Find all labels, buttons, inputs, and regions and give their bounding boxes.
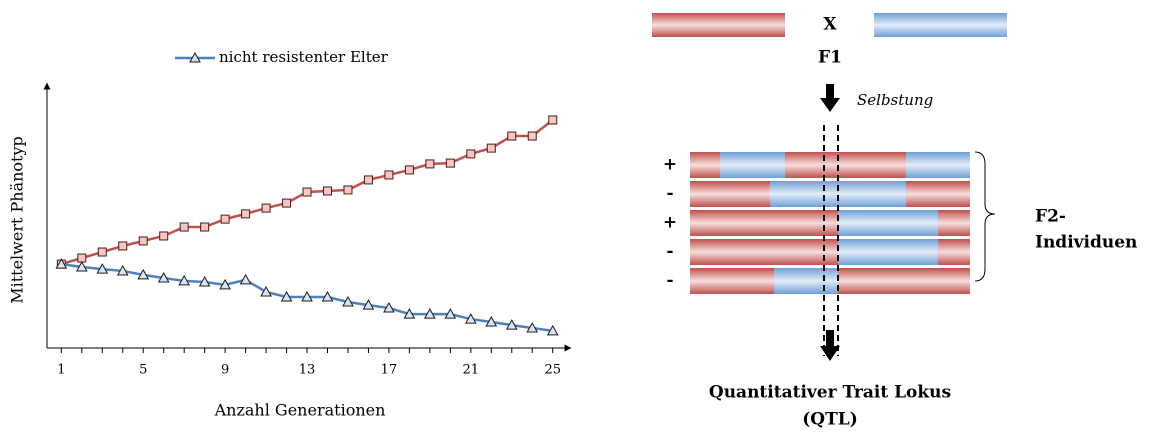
marker: [241, 209, 251, 219]
chromosome-segment: [774, 268, 838, 294]
chromosome-segment: [785, 152, 906, 178]
result: (QTL): [802, 410, 858, 430]
marker: [302, 187, 312, 197]
chromosome-segment: [690, 181, 770, 207]
marker: [527, 131, 537, 141]
chromosome-segment: [838, 268, 970, 294]
marker: [96, 263, 109, 274]
marker: [138, 236, 148, 246]
chromosome-segment: [690, 268, 774, 294]
x-tick-label: 17: [381, 363, 398, 378]
marker: [384, 170, 394, 180]
legend-marker: [189, 51, 201, 63]
marker: [200, 222, 210, 232]
marker: [75, 260, 88, 272]
marker: [383, 301, 395, 313]
result: Quantitativer Trait Lokus: [709, 383, 951, 403]
marker: [445, 158, 455, 168]
parent-red: [652, 13, 785, 37]
marker: [118, 241, 128, 251]
x-tick-label: 5: [139, 363, 147, 378]
chromosome-segment: [690, 210, 838, 236]
chromosome-segment: [690, 239, 838, 265]
marker: [403, 308, 416, 319]
marker: [301, 290, 313, 302]
marker: [280, 290, 293, 302]
marker: [157, 272, 170, 283]
marker: [261, 203, 271, 213]
chromosome-segment: [938, 239, 970, 265]
chart: Anzahl Generationen Mittelwert Phänotyp …: [8, 48, 572, 420]
sign: -: [666, 271, 673, 291]
group-label: F2-: [1035, 207, 1066, 227]
sign: +: [663, 155, 677, 175]
marker: [486, 143, 496, 153]
marker: [322, 186, 332, 196]
arrow: [820, 84, 840, 112]
step: Selbstung: [857, 91, 933, 109]
sign: -: [666, 242, 673, 262]
chromosome-segment: [770, 181, 906, 207]
group-label: Individuen: [1035, 233, 1137, 253]
marker: [363, 175, 373, 185]
chromosome-segment: [938, 210, 970, 236]
x-tick-label: 13: [299, 363, 316, 378]
chromosome-segment: [838, 210, 938, 236]
chromosome-segment: [720, 152, 785, 178]
marker: [321, 290, 334, 302]
marker: [485, 315, 498, 327]
marker: [178, 274, 191, 286]
marker: [239, 273, 252, 285]
marker: [507, 131, 517, 141]
marker: [526, 321, 539, 333]
legend-label: nicht resistenter Elter: [219, 48, 389, 66]
marker: [548, 115, 558, 125]
marker: [220, 214, 230, 224]
marker: [464, 313, 477, 324]
f1: F1: [818, 48, 842, 68]
x-tick-label: 9: [221, 363, 229, 378]
marker: [55, 258, 68, 269]
arrow: [820, 330, 840, 361]
chromosome-segment: [906, 181, 970, 207]
marker: [466, 149, 476, 159]
marker: [260, 285, 272, 297]
marker: [546, 324, 559, 336]
marker: [424, 308, 436, 319]
brace: [974, 151, 996, 282]
x-tick-label: 21: [463, 363, 480, 378]
marker: [282, 198, 292, 208]
diagram: X F1 Selbstung F2- Individuen Quantitati…: [652, 13, 1137, 430]
marker: [404, 165, 414, 175]
cross: X: [823, 15, 837, 35]
x-tick-label: 25: [544, 363, 561, 378]
marker: [179, 222, 189, 232]
x-axis-label: Anzahl Generationen: [214, 401, 386, 420]
marker: [137, 268, 150, 280]
sign: +: [663, 213, 677, 233]
chromosome-segment: [906, 152, 970, 178]
marker: [425, 159, 435, 169]
marker: [505, 319, 518, 330]
marker: [198, 275, 211, 287]
chromosome-segment: [690, 152, 720, 178]
sign: -: [666, 184, 673, 204]
marker: [77, 253, 87, 263]
parent-blue: [874, 13, 1007, 37]
marker: [116, 264, 129, 276]
marker: [343, 185, 353, 195]
marker: [362, 299, 375, 310]
x-tick-label: 1: [57, 363, 65, 378]
marker: [219, 278, 231, 290]
marker: [342, 295, 354, 307]
y-axis-label: Mittelwert Phänotyp: [8, 136, 27, 304]
marker: [159, 231, 169, 241]
marker: [444, 308, 457, 319]
marker: [97, 247, 107, 257]
chromosome-segment: [838, 239, 938, 265]
